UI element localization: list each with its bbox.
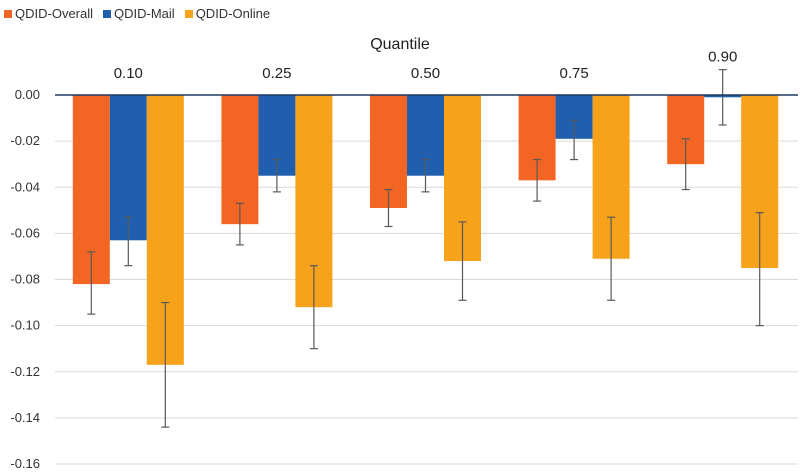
- y-tick-label: -0.02: [10, 133, 40, 148]
- bar-qdid-overall: [221, 95, 259, 225]
- category-label: 0.25: [262, 65, 291, 82]
- legend-item-mail: QDID-Mail: [103, 6, 175, 21]
- legend-label-mail: QDID-Mail: [114, 6, 175, 21]
- y-tick-label: -0.10: [10, 318, 40, 333]
- y-tick-label: -0.04: [10, 179, 40, 194]
- chart-legend: QDID-Overall QDID-Mail QDID-Online: [4, 6, 270, 21]
- category-label: 0.10: [114, 65, 143, 82]
- category-label: 0.75: [559, 65, 588, 82]
- legend-swatch-online: [184, 9, 193, 18]
- legend-item-overall: QDID-Overall: [4, 6, 93, 21]
- chart-title: Quantile: [370, 36, 430, 53]
- y-tick-label: -0.14: [10, 410, 40, 425]
- y-tick-label: -0.12: [10, 364, 40, 379]
- legend-swatch-overall: [4, 9, 12, 18]
- legend-item-online: QDID-Online: [184, 6, 271, 21]
- legend-label-overall: QDID-Overall: [15, 6, 94, 21]
- y-tick-label: 0.00: [15, 87, 40, 102]
- legend-label-online: QDID-Online: [195, 6, 271, 21]
- y-tick-label: -0.16: [10, 456, 40, 471]
- y-tick-label: -0.08: [10, 272, 40, 287]
- legend-swatch-mail: [103, 9, 112, 18]
- bar-qdid-mail: [109, 95, 147, 241]
- category-label: 0.50: [411, 65, 440, 82]
- category-label: 0.90: [708, 49, 737, 66]
- y-tick-label: -0.06: [10, 225, 40, 240]
